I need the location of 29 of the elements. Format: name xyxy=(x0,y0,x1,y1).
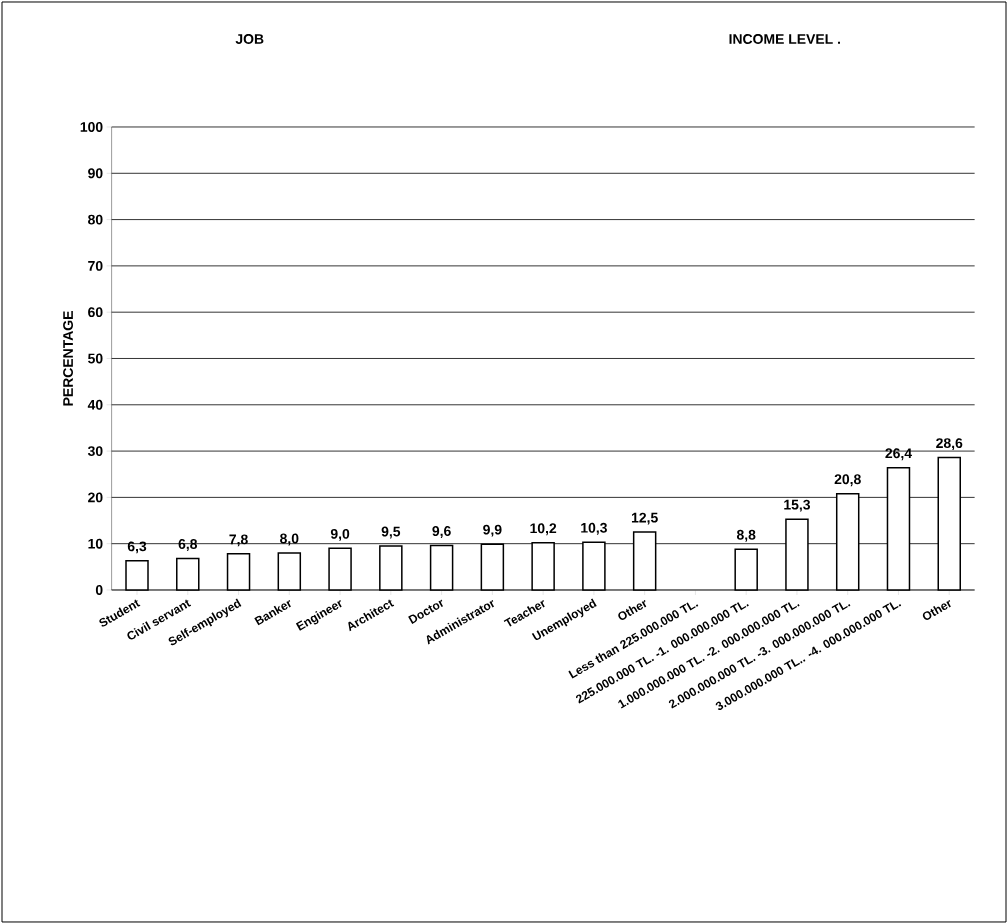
text: JOB xyxy=(235,34,264,44)
y-tick-label: 60 xyxy=(88,307,103,318)
y-tick-label: 80 xyxy=(88,214,103,225)
data-label: 26,4 xyxy=(885,448,912,461)
y-tick-label: 50 xyxy=(88,353,103,364)
data-label: 9,5 xyxy=(381,526,401,539)
data-label: 28,6 xyxy=(936,438,963,451)
y-tick-label: 10 xyxy=(88,538,103,549)
y-axis-title: PERCENTAGE xyxy=(63,311,73,406)
data-label: 9,0 xyxy=(330,528,350,541)
data-label: 10,3 xyxy=(581,522,607,535)
data-label: 15,3 xyxy=(784,499,811,512)
text: INCOME LEVEL . xyxy=(729,34,840,44)
data-label: 9,6 xyxy=(432,526,451,539)
y-tick-label: 70 xyxy=(88,260,103,271)
data-label: 20,8 xyxy=(834,474,861,487)
data-label: 8,0 xyxy=(280,533,299,546)
y-tick-label: 90 xyxy=(88,168,103,179)
x-tick-label: Other xyxy=(922,600,951,620)
y-tick-label: 40 xyxy=(87,399,103,410)
y-tick-label: 100 xyxy=(80,122,103,132)
y-tick-label: 20 xyxy=(88,492,103,503)
data-label: 10,2 xyxy=(530,523,557,536)
y-tick-label: 0 xyxy=(95,585,103,595)
data-label: 6,3 xyxy=(127,541,147,554)
data-label: 8,8 xyxy=(736,529,756,542)
data-label: 12,5 xyxy=(631,512,658,525)
y-tick-label: 30 xyxy=(87,446,103,457)
data-label: 9,9 xyxy=(483,524,502,537)
